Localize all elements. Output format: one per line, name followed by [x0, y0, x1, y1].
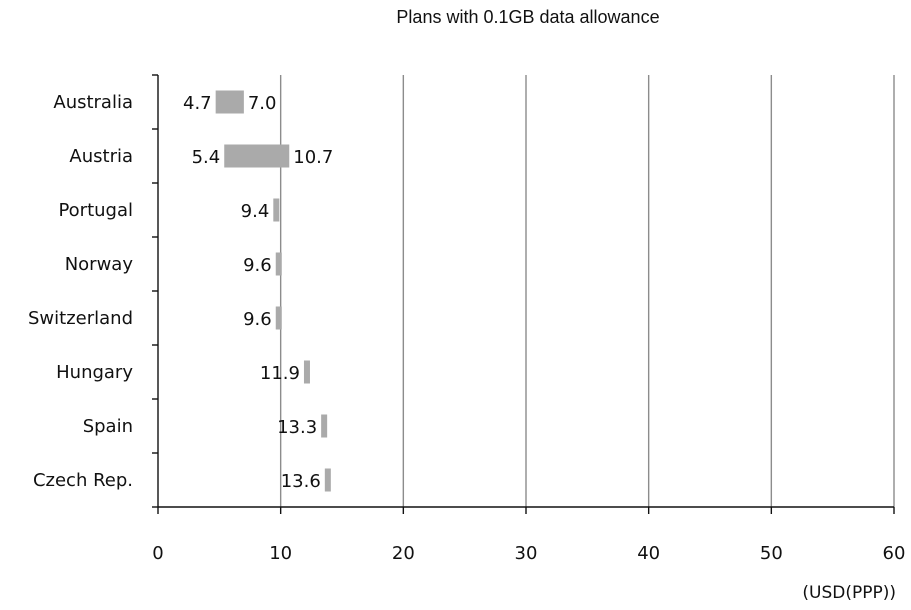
x-tick-label: 40: [637, 543, 660, 564]
value-labels: 4.7 7.0 5.4 10.7 9.4 9.6 9.6 11.9 13.3 13.6: [183, 93, 333, 492]
category-label: Norway: [65, 254, 134, 275]
range-bar: [275, 252, 282, 276]
range-bar: [215, 90, 244, 114]
range-bar: [273, 198, 280, 222]
min-value-label: 5.4: [192, 147, 221, 168]
min-value-label: 9.4: [241, 201, 270, 222]
bars: [215, 90, 331, 492]
max-value-label: 7.0: [248, 93, 277, 114]
category-label: Czech Rep.: [33, 470, 133, 491]
min-value-label: 11.9: [260, 363, 300, 384]
min-value-label: 9.6: [243, 309, 272, 330]
x-tick-label: 0: [152, 543, 163, 564]
x-tick-label: 20: [392, 543, 415, 564]
category-label: Spain: [83, 416, 133, 437]
min-value-label: 4.7: [183, 93, 212, 114]
category-labels: Australia Austria Portugal Norway Switzerlan…: [28, 92, 133, 491]
max-value-label: 10.7: [293, 147, 333, 168]
chart-title: Plans with 0.1GB data allowance: [396, 7, 659, 27]
unit-label: (USD(PPP)): [802, 583, 896, 603]
x-tick-label: 10: [269, 543, 292, 564]
category-label: Switzerland: [28, 308, 133, 329]
min-value-label: 13.3: [277, 417, 317, 438]
min-value-label: 9.6: [243, 255, 272, 276]
min-value-label: 13.6: [281, 471, 321, 492]
range-bar: [324, 468, 331, 492]
x-tick-label: 30: [515, 543, 538, 564]
grid-lines: [279, 75, 895, 507]
category-label: Portugal: [58, 200, 133, 221]
category-label: Hungary: [56, 362, 133, 383]
x-tick-label: 50: [760, 543, 783, 564]
range-bar: [275, 306, 282, 330]
range-bar: [321, 414, 328, 438]
category-label: Austria: [69, 146, 133, 167]
x-tick-labels: 0 10 20 30 40 50 60: [152, 543, 905, 564]
range-bar: [303, 360, 310, 384]
range-bar: [224, 144, 290, 168]
axes: [152, 74, 895, 514]
x-tick-label: 60: [883, 543, 906, 564]
category-label: Australia: [53, 92, 133, 113]
